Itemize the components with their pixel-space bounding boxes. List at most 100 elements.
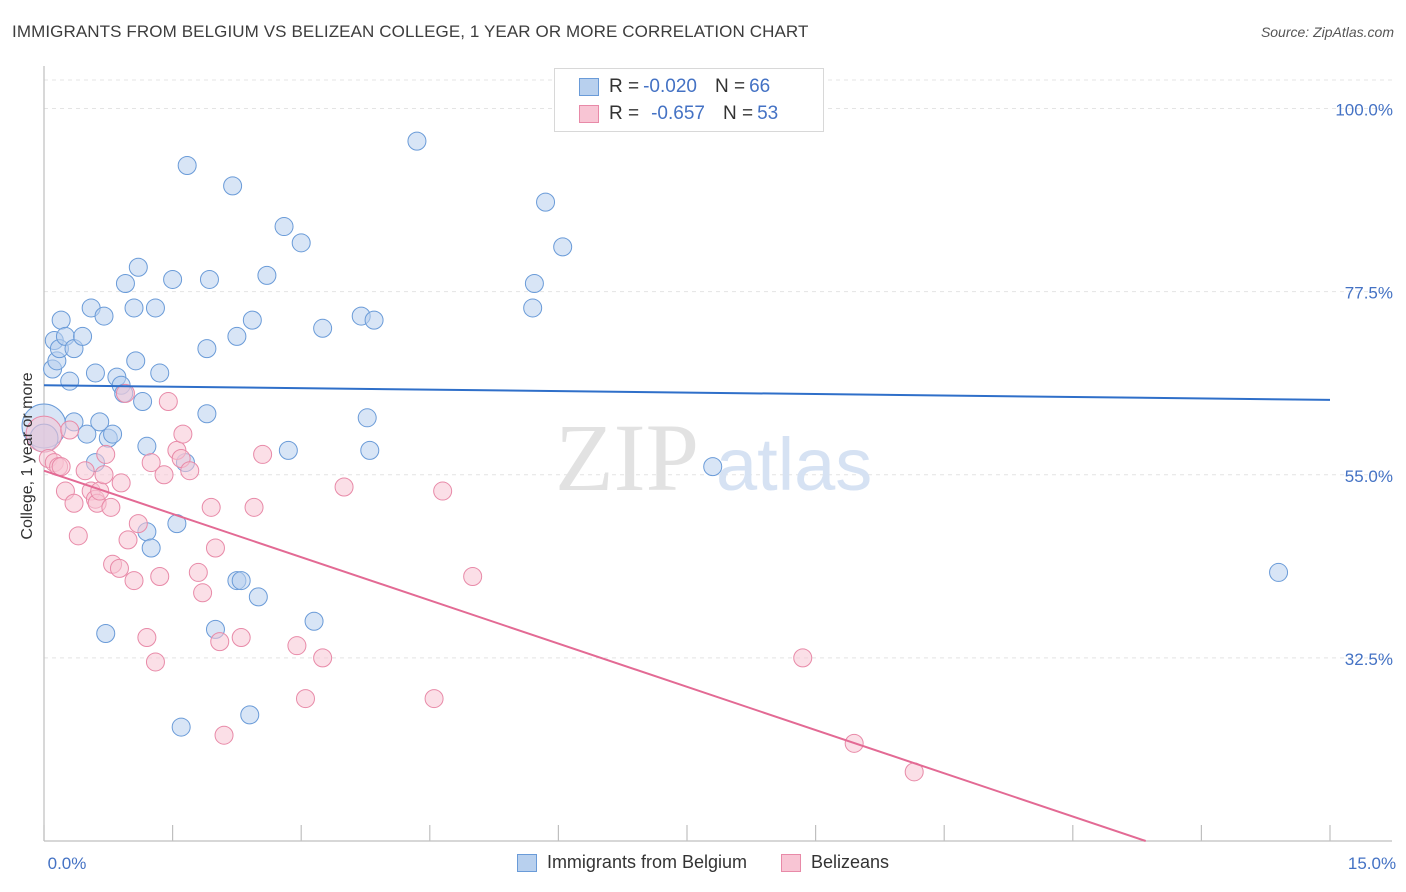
point-belgium xyxy=(124,298,144,318)
trend-line-belgium xyxy=(43,384,1331,401)
point-belizeans xyxy=(188,562,208,582)
point-belgium xyxy=(115,274,135,294)
point-belizeans xyxy=(141,453,161,473)
point-belizeans xyxy=(180,461,200,481)
point-belgium xyxy=(242,310,262,330)
series-legend-belizeans[interactable]: Belizeans xyxy=(781,852,889,873)
point-belizeans xyxy=(424,689,444,709)
point-belgium xyxy=(407,131,427,151)
point-belgium xyxy=(360,440,380,460)
point-belgium xyxy=(523,298,543,318)
point-belizeans xyxy=(94,465,114,485)
point-belgium xyxy=(703,457,723,477)
legend-n-label: N = xyxy=(714,76,746,97)
trend-lines xyxy=(43,384,1331,842)
point-belizeans xyxy=(154,465,174,485)
legend-row-belizeans: R = -0.657 N = 53 xyxy=(579,101,778,127)
point-belizeans xyxy=(334,477,354,497)
point-belizeans xyxy=(150,567,170,587)
point-belizeans xyxy=(201,497,221,517)
point-belgium xyxy=(197,404,217,424)
point-belgium xyxy=(133,392,153,412)
y-tick-label: 77.5% xyxy=(1345,284,1393,303)
point-belgium xyxy=(96,623,116,643)
legend-n-value: 53 xyxy=(757,103,779,124)
point-belgium xyxy=(357,408,377,428)
point-belizeans xyxy=(68,526,88,546)
point-belizeans xyxy=(287,636,307,656)
point-belizeans xyxy=(109,558,129,578)
data-points xyxy=(21,131,1289,782)
point-belgium xyxy=(231,571,251,591)
chart-title: IMMIGRANTS FROM BELGIUM VS BELIZEAN COLL… xyxy=(12,22,809,41)
point-belizeans xyxy=(145,652,165,672)
legend-n-label: N = xyxy=(722,103,754,124)
point-belgium xyxy=(278,440,298,460)
point-belgium xyxy=(177,156,197,176)
point-belizeans xyxy=(137,628,157,648)
point-belizeans xyxy=(115,383,135,403)
point-belizeans xyxy=(124,571,144,591)
point-belgium xyxy=(223,176,243,196)
point-belgium xyxy=(73,326,93,346)
point-belgium xyxy=(141,538,161,558)
point-belgium xyxy=(553,237,573,257)
point-belizeans xyxy=(313,648,333,668)
point-belizeans xyxy=(64,493,84,513)
legend-r-value: -0.657 xyxy=(651,103,705,124)
point-belizeans xyxy=(96,444,116,464)
point-belgium xyxy=(197,339,217,359)
point-belgium xyxy=(248,587,268,607)
y-axis-label: College, 1 year or more xyxy=(19,372,36,539)
point-belizeans xyxy=(463,567,483,587)
legend-r-label: R = xyxy=(609,103,640,124)
point-belgium xyxy=(240,705,260,725)
point-belizeans xyxy=(231,628,251,648)
series-label-belgium: Immigrants from Belgium xyxy=(546,852,747,872)
source-label: Source: ZipAtlas.com xyxy=(1260,24,1394,40)
point-belgium xyxy=(51,310,71,330)
legend-n-value: 66 xyxy=(749,76,771,97)
correlation-legend: R = -0.020 N = 66 R = -0.657 N = 53 xyxy=(554,68,824,132)
point-belizeans xyxy=(158,392,178,412)
point-belizeans xyxy=(173,424,193,444)
point-belizeans xyxy=(295,689,315,709)
point-belgium xyxy=(145,298,165,318)
x-tick-label: 0.0% xyxy=(48,854,87,873)
tick-labels: 32.5% 55.0% 77.5% 100.0% 0.0% 15.0% xyxy=(48,101,1396,873)
x-tick-label: 15.0% xyxy=(1348,854,1396,873)
series-legend-belgium[interactable]: Immigrants from Belgium xyxy=(516,852,747,873)
point-belgium xyxy=(85,363,105,383)
legend-r-label: R = xyxy=(609,76,640,97)
watermark-zip: ZIP xyxy=(555,404,699,511)
point-belizeans xyxy=(244,497,264,517)
point-belgium xyxy=(536,192,556,212)
series-legend: Immigrants from Belgium Belizeans xyxy=(0,852,1406,873)
point-belizeans xyxy=(193,583,213,603)
point-belizeans xyxy=(433,481,453,501)
gridlines xyxy=(44,79,1392,659)
point-belgium xyxy=(90,412,110,432)
point-belizeans xyxy=(51,457,71,477)
legend-swatch-belizeans xyxy=(579,105,599,123)
point-belgium xyxy=(227,326,247,346)
point-belizeans xyxy=(214,725,234,745)
point-belizeans xyxy=(75,461,95,481)
point-belgium xyxy=(364,310,384,330)
point-belgium xyxy=(94,306,114,326)
series-swatch-belizeans xyxy=(781,853,801,872)
point-belgium xyxy=(137,436,157,456)
point-belgium xyxy=(291,233,311,253)
legend-r-value: -0.020 xyxy=(643,76,697,97)
point-belgium xyxy=(163,269,183,289)
series-label-belizeans: Belizeans xyxy=(811,852,890,872)
trend-line-belizeans xyxy=(43,469,1146,842)
y-tick-label: 100.0% xyxy=(1335,101,1393,120)
point-belizeans xyxy=(111,473,131,493)
point-belgium xyxy=(60,371,80,391)
series-swatch-belgium xyxy=(516,853,537,872)
point-belizeans xyxy=(210,632,230,652)
point-belgium xyxy=(274,217,294,237)
point-belgium xyxy=(304,611,324,631)
